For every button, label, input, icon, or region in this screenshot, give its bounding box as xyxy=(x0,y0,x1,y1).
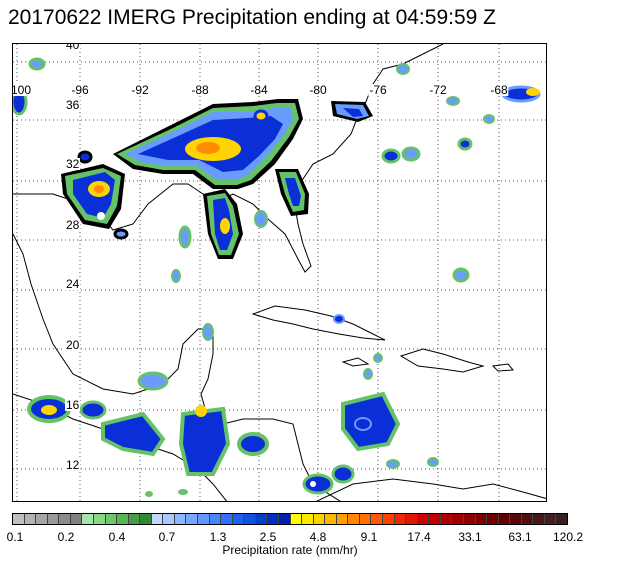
jamaica xyxy=(341,357,370,367)
legend-swatch xyxy=(93,514,106,524)
texas-cell xyxy=(61,164,125,229)
south-america-coast xyxy=(316,478,546,501)
lat-label-24: 24 xyxy=(65,277,81,291)
legend-swatch xyxy=(70,514,83,524)
legend-tick-labels: 0.1 0.2 0.4 0.7 1.3 2.5 4.8 9.1 17.4 33.… xyxy=(0,530,629,544)
georgia-cell xyxy=(275,169,309,216)
legend-swatch xyxy=(186,514,198,524)
legend-tick: 0.1 xyxy=(6,530,24,544)
legend-swatch xyxy=(105,514,118,524)
legend-tick: 17.4 xyxy=(407,530,431,544)
puerto-rico xyxy=(491,363,515,372)
legend-swatch xyxy=(128,514,141,524)
hispaniola xyxy=(399,348,485,373)
legend-swatch xyxy=(383,514,395,524)
florida-panhandle-cell xyxy=(203,189,243,259)
lon-label-96: -96 xyxy=(70,83,90,97)
legend-swatch xyxy=(394,514,407,524)
lon-label-84: -84 xyxy=(249,83,269,97)
legend-swatch xyxy=(556,514,567,524)
legend-swatch xyxy=(475,514,488,524)
legend-swatch xyxy=(498,514,511,524)
legend-swatch xyxy=(290,514,303,524)
legend-swatch xyxy=(82,514,94,524)
central-america-cells xyxy=(27,368,439,497)
color-legend-bar xyxy=(12,513,568,525)
legend-tick: 4.8 xyxy=(309,530,327,544)
legend-swatch xyxy=(151,514,164,524)
legend-swatch xyxy=(47,514,60,524)
legend-swatch xyxy=(209,514,222,524)
legend-tick: 0.2 xyxy=(57,530,75,544)
cuba xyxy=(251,305,386,341)
legend-swatch xyxy=(313,514,326,524)
lon-label-72: -72 xyxy=(428,83,448,97)
legend-swatch xyxy=(325,514,337,524)
lat-label-28: 28 xyxy=(65,218,81,232)
legend-swatch xyxy=(117,514,129,524)
lon-label-76: -76 xyxy=(368,83,388,97)
lat-label-32: 32 xyxy=(65,157,81,171)
legend-swatch xyxy=(36,514,48,524)
legend-swatch xyxy=(348,514,360,524)
legend-swatch xyxy=(406,514,418,524)
lon-label-88: -88 xyxy=(190,83,210,97)
map-canvas xyxy=(13,44,546,501)
lon-label-68: -68 xyxy=(489,83,509,97)
legend-tick: 9.1 xyxy=(360,530,378,544)
lat-label-12: 12 xyxy=(65,458,81,472)
legend-swatch xyxy=(544,514,557,524)
legend-swatch xyxy=(533,514,545,524)
legend-swatch xyxy=(244,514,256,524)
legend-tick: 33.1 xyxy=(458,530,482,544)
legend-swatch xyxy=(302,514,314,524)
legend-swatch xyxy=(232,514,245,524)
legend-swatch xyxy=(267,514,279,524)
lon-label-92: -92 xyxy=(130,83,150,97)
lat-label-16: 16 xyxy=(65,398,81,412)
legend-swatch xyxy=(521,514,534,524)
lat-label-20: 20 xyxy=(65,338,81,352)
legend-tick: 0.7 xyxy=(158,530,176,544)
legend-swatch xyxy=(174,514,187,524)
legend-swatch xyxy=(510,514,522,524)
legend-swatch xyxy=(24,514,37,524)
legend-swatch xyxy=(13,514,25,524)
legend-swatch xyxy=(278,514,291,524)
legend-tick: 120.2 xyxy=(552,530,584,544)
legend-swatch xyxy=(221,514,233,524)
legend-swatch xyxy=(59,514,71,524)
legend-swatch xyxy=(417,514,430,524)
precipitation-map: 40 36 32 28 24 20 16 12 -100 -96 -92 -88… xyxy=(12,43,547,502)
legend-swatch xyxy=(429,514,441,524)
gulf-system xyxy=(113,99,303,189)
legend-swatch xyxy=(371,514,383,524)
legend-swatch xyxy=(198,514,210,524)
lon-label-100: -100 xyxy=(13,84,33,96)
nc-cell xyxy=(331,101,373,122)
legend-swatch xyxy=(359,514,372,524)
legend-title: Precipitation rate (mm/hr) xyxy=(222,543,358,557)
legend-swatch xyxy=(255,514,268,524)
legend-swatch xyxy=(487,514,499,524)
lat-label-40: 40 xyxy=(65,44,81,51)
lon-label-80: -80 xyxy=(308,83,328,97)
precip-cells xyxy=(13,57,541,497)
legend-tick: 0.4 xyxy=(108,530,126,544)
map-title: 20170622 IMERG Precipitation ending at 0… xyxy=(8,6,496,29)
legend-tick: 63.1 xyxy=(508,530,532,544)
legend-swatch xyxy=(140,514,152,524)
legend-swatch xyxy=(440,514,453,524)
legend-swatch xyxy=(463,514,476,524)
legend-tick: 2.5 xyxy=(259,530,277,544)
legend-tick: 1.3 xyxy=(209,530,227,544)
legend-swatch xyxy=(163,514,175,524)
lat-label-36: 36 xyxy=(65,98,81,112)
legend-swatch xyxy=(336,514,349,524)
legend-swatch xyxy=(452,514,464,524)
